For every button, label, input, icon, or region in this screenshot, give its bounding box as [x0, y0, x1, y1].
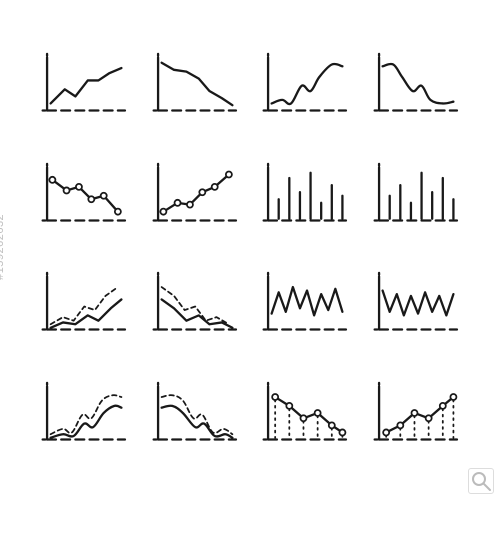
chart-icon-r4c1 — [40, 369, 129, 461]
grid-cell — [40, 369, 129, 461]
magnifier-icon — [469, 469, 493, 493]
grid-cell — [261, 150, 350, 242]
chart-icon-r2c3 — [261, 150, 350, 242]
grid-cell — [372, 40, 461, 132]
grid-cell — [151, 259, 240, 351]
chart-icon-r4c3 — [261, 369, 350, 461]
chart-icon-r1c3 — [261, 40, 350, 132]
grid-cell — [40, 40, 129, 132]
grid-cell — [261, 259, 350, 351]
grid-cell — [261, 40, 350, 132]
chart-icon-r2c4 — [372, 150, 461, 242]
chart-icon-grid — [40, 40, 460, 460]
grid-cell — [372, 150, 461, 242]
chart-icon-r1c2 — [151, 40, 240, 132]
chart-icon-r3c4 — [372, 259, 461, 351]
grid-cell — [40, 259, 129, 351]
chart-icon-r2c2 — [151, 150, 240, 242]
grid-cell — [372, 369, 461, 461]
grid-cell — [40, 150, 129, 242]
chart-icon-r1c1 — [40, 40, 129, 132]
chart-icon-r4c2 — [151, 369, 240, 461]
grid-cell — [151, 150, 240, 242]
grid-cell — [372, 259, 461, 351]
grid-cell — [151, 369, 240, 461]
grid-cell — [151, 40, 240, 132]
chart-icon-r4c4 — [372, 369, 461, 461]
chart-icon-r3c1 — [40, 259, 129, 351]
chart-icon-r3c2 — [151, 259, 240, 351]
chart-icon-r2c1 — [40, 150, 129, 242]
chart-icon-r1c4 — [372, 40, 461, 132]
stock-id-watermark: #159262632 — [0, 214, 6, 280]
search-overlay-button[interactable] — [468, 468, 494, 494]
grid-cell — [261, 369, 350, 461]
chart-icon-r3c3 — [261, 259, 350, 351]
